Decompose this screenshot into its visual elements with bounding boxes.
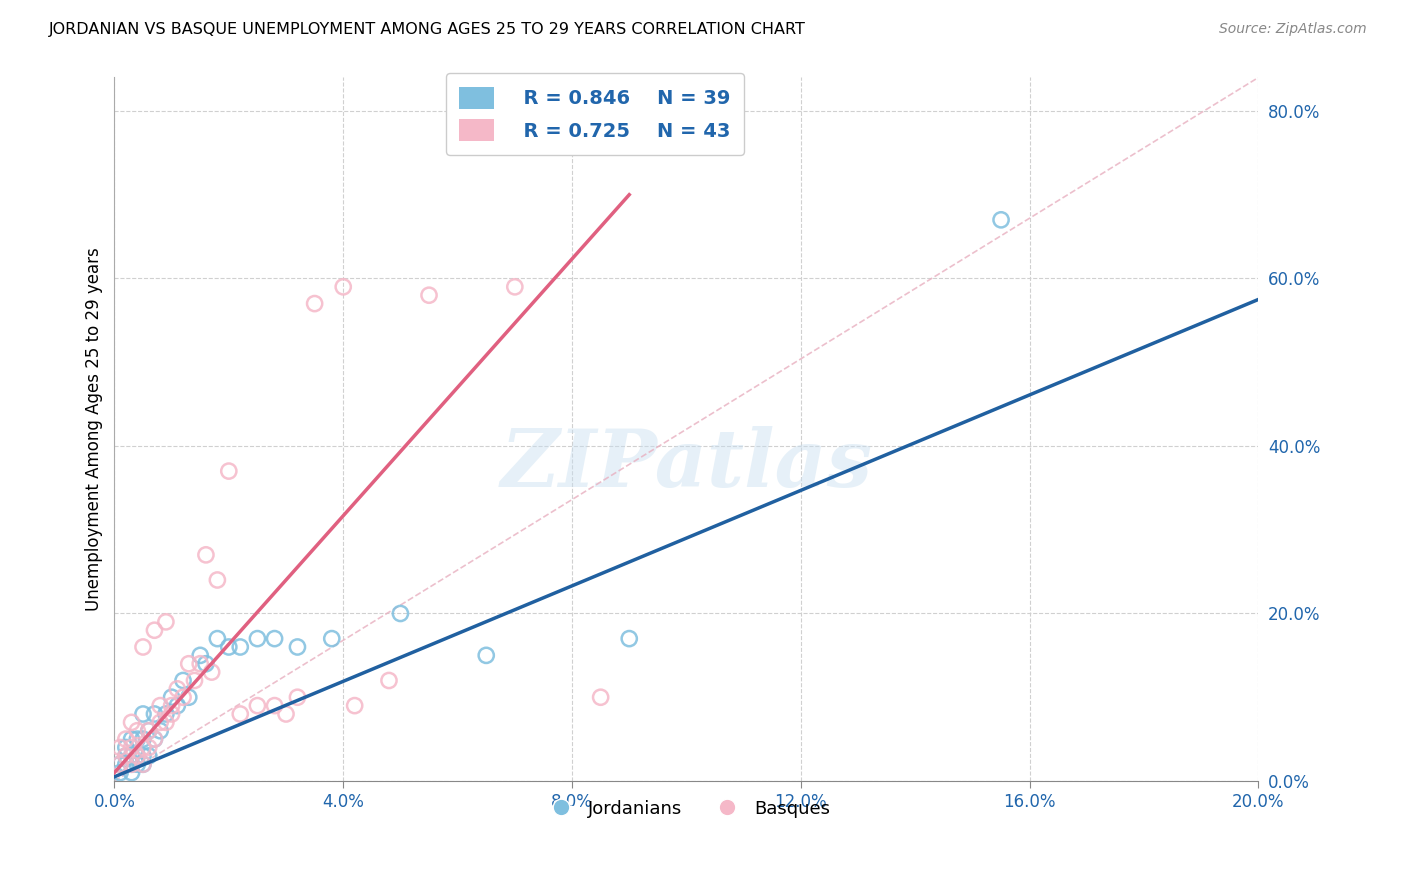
Point xyxy=(218,464,240,478)
Point xyxy=(108,757,131,772)
Point xyxy=(138,723,160,738)
Point xyxy=(121,757,143,772)
Text: Source: ZipAtlas.com: Source: ZipAtlas.com xyxy=(1219,22,1367,37)
Point xyxy=(166,681,188,696)
Point xyxy=(246,698,269,713)
Point xyxy=(132,748,155,763)
Point xyxy=(115,748,138,763)
Point xyxy=(274,706,297,721)
Y-axis label: Unemployment Among Ages 25 to 29 years: Unemployment Among Ages 25 to 29 years xyxy=(86,247,103,611)
Point xyxy=(149,698,172,713)
Point xyxy=(183,673,205,688)
Point xyxy=(177,657,200,671)
Point xyxy=(263,632,285,646)
Point xyxy=(990,212,1012,227)
Point xyxy=(160,690,183,705)
Point xyxy=(418,288,440,302)
Point xyxy=(143,732,166,747)
Point xyxy=(332,280,354,294)
Point xyxy=(132,640,155,654)
Point xyxy=(160,706,183,721)
Point xyxy=(246,632,269,646)
Point xyxy=(121,740,143,755)
Point xyxy=(138,723,160,738)
Point xyxy=(121,748,143,763)
Point xyxy=(121,757,143,772)
Point xyxy=(229,640,252,654)
Point xyxy=(121,715,143,730)
Point xyxy=(132,740,155,755)
Point xyxy=(155,706,177,721)
Point xyxy=(138,740,160,755)
Point xyxy=(229,706,252,721)
Point xyxy=(132,757,155,772)
Point xyxy=(108,765,131,780)
Point xyxy=(475,648,498,663)
Point xyxy=(177,690,200,705)
Legend: Jordanians, Basques: Jordanians, Basques xyxy=(536,792,838,825)
Point xyxy=(127,732,149,747)
Point xyxy=(194,657,217,671)
Point xyxy=(121,732,143,747)
Point xyxy=(389,607,412,621)
Point xyxy=(287,690,309,705)
Point xyxy=(619,632,641,646)
Point xyxy=(155,715,177,730)
Point xyxy=(207,632,229,646)
Point xyxy=(172,673,194,688)
Point xyxy=(188,657,211,671)
Point xyxy=(108,757,131,772)
Point xyxy=(108,740,131,755)
Point xyxy=(321,632,343,646)
Point xyxy=(127,723,149,738)
Point xyxy=(121,765,143,780)
Point xyxy=(132,757,155,772)
Point xyxy=(188,648,211,663)
Point xyxy=(138,748,160,763)
Point xyxy=(127,748,149,763)
Point xyxy=(207,573,229,587)
Point xyxy=(127,757,149,772)
Point xyxy=(343,698,366,713)
Point xyxy=(115,748,138,763)
Point xyxy=(127,748,149,763)
Point xyxy=(287,640,309,654)
Point xyxy=(172,690,194,705)
Point xyxy=(378,673,401,688)
Point xyxy=(503,280,526,294)
Point xyxy=(589,690,612,705)
Point xyxy=(132,706,155,721)
Point xyxy=(166,698,188,713)
Point xyxy=(194,548,217,562)
Point xyxy=(115,732,138,747)
Point xyxy=(218,640,240,654)
Point xyxy=(143,706,166,721)
Point xyxy=(143,732,166,747)
Point xyxy=(160,698,183,713)
Point xyxy=(149,723,172,738)
Point xyxy=(263,698,285,713)
Point xyxy=(115,740,138,755)
Point xyxy=(132,732,155,747)
Point xyxy=(304,296,326,310)
Text: ZIPatlas: ZIPatlas xyxy=(501,425,873,503)
Point xyxy=(115,757,138,772)
Point xyxy=(201,665,224,679)
Text: JORDANIAN VS BASQUE UNEMPLOYMENT AMONG AGES 25 TO 29 YEARS CORRELATION CHART: JORDANIAN VS BASQUE UNEMPLOYMENT AMONG A… xyxy=(49,22,806,37)
Point xyxy=(155,615,177,629)
Point xyxy=(143,624,166,638)
Point xyxy=(149,715,172,730)
